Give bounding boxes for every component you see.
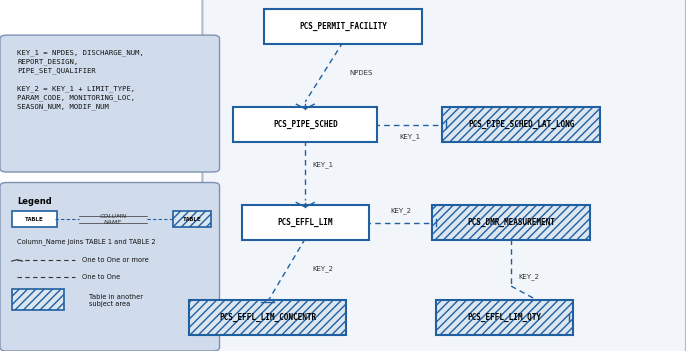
FancyBboxPatch shape <box>173 211 211 227</box>
FancyBboxPatch shape <box>233 107 377 142</box>
Text: PCS_PIPE_SCHED_LAT_LONG: PCS_PIPE_SCHED_LAT_LONG <box>468 120 575 129</box>
Text: One to One or more: One to One or more <box>82 257 149 263</box>
Text: KEY_2: KEY_2 <box>390 207 411 214</box>
Text: One to One: One to One <box>82 274 121 280</box>
Text: TABLE: TABLE <box>182 217 202 222</box>
Text: PCS_PIPE_SCHED: PCS_PIPE_SCHED <box>273 120 338 129</box>
FancyBboxPatch shape <box>202 0 686 351</box>
Text: COLUMN
NAME: COLUMN NAME <box>99 214 127 225</box>
Text: TABLE: TABLE <box>25 217 44 222</box>
Text: Table in another
subject area: Table in another subject area <box>89 293 143 307</box>
FancyBboxPatch shape <box>442 107 600 142</box>
Text: PCS_DMR_MEASUREMENT: PCS_DMR_MEASUREMENT <box>467 218 555 227</box>
FancyBboxPatch shape <box>264 9 422 44</box>
FancyBboxPatch shape <box>436 300 573 335</box>
Text: KEY_2: KEY_2 <box>518 273 539 280</box>
FancyBboxPatch shape <box>12 289 64 310</box>
Text: Column_Name joins TABLE 1 and TABLE 2: Column_Name joins TABLE 1 and TABLE 2 <box>17 239 156 245</box>
Text: KEY_1: KEY_1 <box>399 134 421 140</box>
FancyBboxPatch shape <box>432 205 590 240</box>
Text: Legend: Legend <box>17 197 52 206</box>
FancyBboxPatch shape <box>242 205 369 240</box>
Text: KEY_1: KEY_1 <box>312 162 333 168</box>
FancyBboxPatch shape <box>0 35 220 172</box>
Text: NPDES: NPDES <box>350 71 373 77</box>
FancyBboxPatch shape <box>12 211 57 227</box>
Text: PCS_EFFL_LIM_CONCENTR: PCS_EFFL_LIM_CONCENTR <box>219 313 316 322</box>
FancyBboxPatch shape <box>189 300 346 335</box>
Text: PCS_EFFL_LIM_QTY: PCS_EFFL_LIM_QTY <box>467 313 541 322</box>
Text: KEY_1 = NPDES, DISCHARGE_NUM,
REPORT_DESIGN,
PIPE_SET_QUALIFIER

KEY_2 = KEY_1 +: KEY_1 = NPDES, DISCHARGE_NUM, REPORT_DES… <box>17 49 144 110</box>
Text: KEY_2: KEY_2 <box>312 265 333 272</box>
Text: PCS_PERMIT_FACILITY: PCS_PERMIT_FACILITY <box>299 22 387 31</box>
FancyBboxPatch shape <box>0 183 220 351</box>
Text: PCS_EFFL_LIM: PCS_EFFL_LIM <box>278 218 333 227</box>
